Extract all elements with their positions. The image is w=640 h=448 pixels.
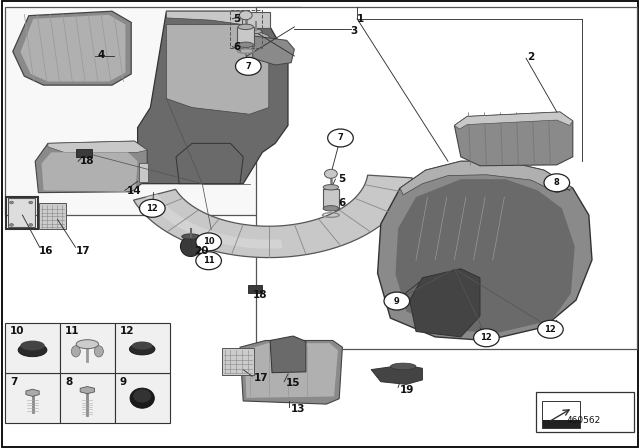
Polygon shape bbox=[35, 141, 147, 193]
Circle shape bbox=[384, 292, 410, 310]
Polygon shape bbox=[166, 11, 269, 25]
Text: 6: 6 bbox=[234, 42, 241, 52]
Polygon shape bbox=[166, 25, 269, 114]
Polygon shape bbox=[400, 161, 573, 195]
FancyBboxPatch shape bbox=[543, 420, 580, 428]
Text: 16: 16 bbox=[38, 246, 53, 256]
Text: 19: 19 bbox=[400, 385, 414, 395]
FancyBboxPatch shape bbox=[39, 203, 66, 229]
Polygon shape bbox=[176, 143, 243, 184]
Circle shape bbox=[10, 224, 13, 226]
Text: 14: 14 bbox=[127, 186, 141, 196]
Text: 5: 5 bbox=[234, 14, 241, 24]
Circle shape bbox=[324, 169, 337, 178]
FancyBboxPatch shape bbox=[5, 7, 301, 215]
Text: 460562: 460562 bbox=[566, 416, 601, 425]
Circle shape bbox=[196, 233, 221, 251]
Polygon shape bbox=[454, 112, 573, 129]
Ellipse shape bbox=[129, 343, 155, 355]
Circle shape bbox=[239, 11, 252, 20]
Circle shape bbox=[538, 320, 563, 338]
Ellipse shape bbox=[250, 29, 262, 34]
Ellipse shape bbox=[323, 206, 339, 211]
Polygon shape bbox=[145, 194, 282, 249]
Text: 17: 17 bbox=[76, 246, 90, 256]
Ellipse shape bbox=[238, 24, 253, 30]
FancyBboxPatch shape bbox=[222, 348, 254, 375]
Ellipse shape bbox=[180, 237, 201, 256]
Text: 18: 18 bbox=[80, 156, 95, 166]
Polygon shape bbox=[270, 336, 306, 373]
Text: 4: 4 bbox=[97, 50, 105, 60]
Text: 12: 12 bbox=[481, 333, 492, 342]
Text: 17: 17 bbox=[253, 373, 268, 383]
Circle shape bbox=[196, 252, 221, 270]
FancyBboxPatch shape bbox=[323, 189, 339, 209]
Ellipse shape bbox=[72, 346, 81, 357]
FancyBboxPatch shape bbox=[242, 12, 270, 28]
FancyBboxPatch shape bbox=[5, 373, 60, 423]
Ellipse shape bbox=[130, 388, 154, 408]
Text: 12: 12 bbox=[545, 325, 556, 334]
Polygon shape bbox=[80, 387, 95, 394]
FancyBboxPatch shape bbox=[60, 373, 115, 423]
Polygon shape bbox=[48, 141, 147, 152]
FancyBboxPatch shape bbox=[5, 323, 60, 373]
Text: 12: 12 bbox=[147, 204, 158, 213]
FancyBboxPatch shape bbox=[8, 198, 35, 227]
Circle shape bbox=[544, 174, 570, 192]
Text: 8: 8 bbox=[65, 376, 72, 387]
Polygon shape bbox=[134, 175, 412, 258]
Text: 12: 12 bbox=[120, 326, 134, 336]
Ellipse shape bbox=[238, 42, 253, 47]
Ellipse shape bbox=[20, 340, 45, 350]
Circle shape bbox=[328, 129, 353, 147]
Polygon shape bbox=[244, 343, 338, 398]
Circle shape bbox=[10, 201, 13, 204]
Circle shape bbox=[140, 199, 165, 217]
FancyBboxPatch shape bbox=[60, 323, 115, 373]
Text: 11: 11 bbox=[203, 256, 214, 265]
Circle shape bbox=[29, 224, 33, 226]
Polygon shape bbox=[253, 36, 294, 65]
Ellipse shape bbox=[76, 340, 99, 349]
FancyBboxPatch shape bbox=[115, 373, 170, 423]
Polygon shape bbox=[454, 112, 573, 166]
Text: 13: 13 bbox=[291, 404, 306, 414]
Polygon shape bbox=[378, 161, 592, 340]
FancyBboxPatch shape bbox=[115, 323, 170, 373]
FancyBboxPatch shape bbox=[237, 27, 254, 46]
Text: 10: 10 bbox=[203, 237, 214, 246]
FancyBboxPatch shape bbox=[536, 392, 634, 432]
Polygon shape bbox=[26, 389, 39, 396]
Ellipse shape bbox=[182, 234, 200, 239]
Polygon shape bbox=[240, 340, 342, 404]
Ellipse shape bbox=[95, 346, 104, 357]
Text: 6: 6 bbox=[338, 198, 345, 208]
Polygon shape bbox=[20, 15, 125, 82]
Ellipse shape bbox=[323, 185, 339, 190]
Text: 10: 10 bbox=[10, 326, 25, 336]
Ellipse shape bbox=[18, 343, 47, 357]
Text: 2: 2 bbox=[527, 52, 534, 62]
Text: 11: 11 bbox=[65, 326, 79, 336]
Ellipse shape bbox=[390, 363, 416, 370]
Circle shape bbox=[474, 329, 499, 347]
Text: 18: 18 bbox=[253, 290, 268, 300]
Text: 20: 20 bbox=[194, 246, 209, 256]
Text: 1: 1 bbox=[357, 14, 364, 24]
Circle shape bbox=[29, 201, 33, 204]
Text: 9: 9 bbox=[394, 297, 399, 306]
Text: 7: 7 bbox=[338, 134, 343, 142]
Ellipse shape bbox=[133, 389, 151, 403]
Text: 7: 7 bbox=[246, 62, 251, 71]
Text: 7: 7 bbox=[10, 376, 18, 387]
Polygon shape bbox=[396, 179, 575, 332]
FancyBboxPatch shape bbox=[256, 7, 637, 349]
Polygon shape bbox=[138, 11, 288, 184]
FancyBboxPatch shape bbox=[76, 149, 92, 157]
Polygon shape bbox=[13, 11, 131, 85]
Text: 8: 8 bbox=[554, 178, 559, 187]
FancyBboxPatch shape bbox=[248, 285, 262, 293]
